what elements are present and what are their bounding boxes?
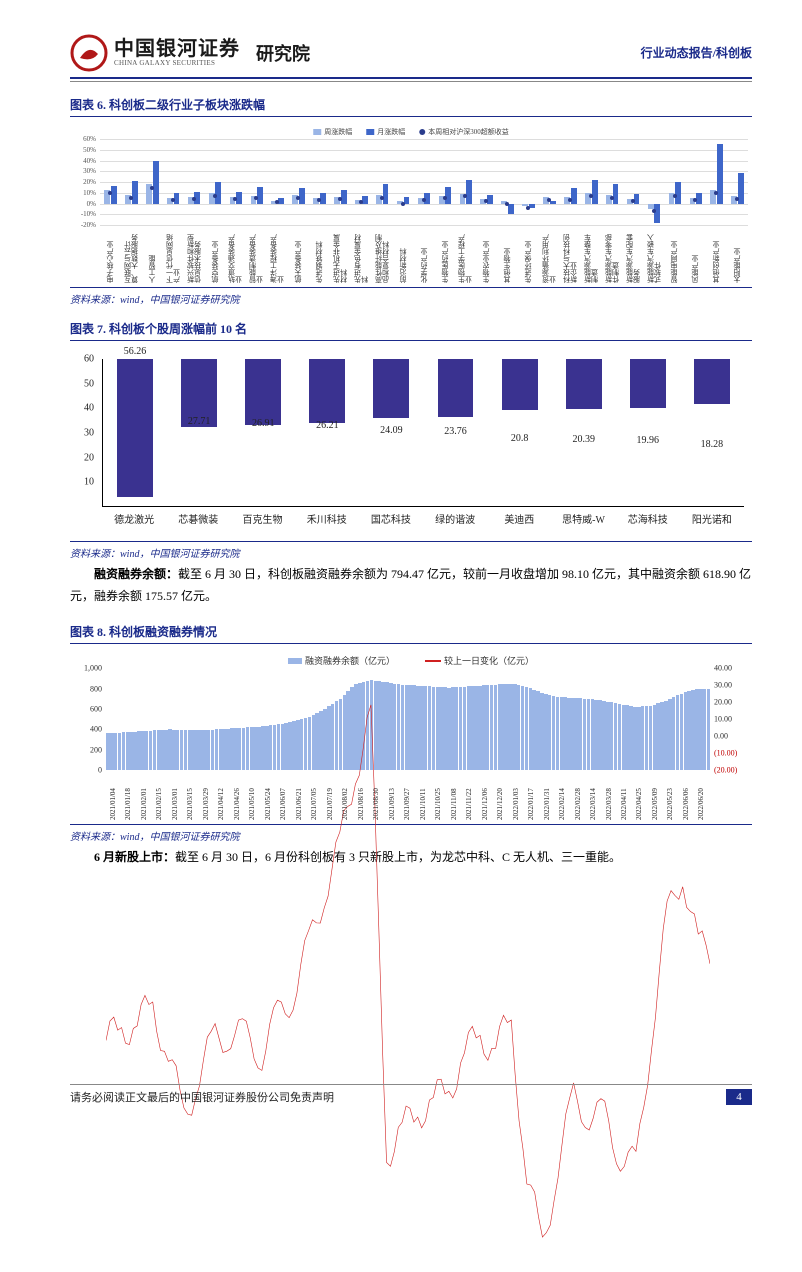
fig7-yaxis: 102030405060 (74, 359, 98, 507)
fig7-source: 资料来源：wind，中国银河证券研究院 (70, 542, 752, 560)
header-divider-thick (70, 77, 752, 79)
fig8-xaxis: 2021/01/042021/01/182021/02/012021/02/15… (106, 772, 710, 820)
fig6-yaxis: -20%-10%0%10%20%30%40%50%60% (70, 139, 98, 225)
fig8-yaxis-left: 02004006008001,000 (70, 668, 104, 770)
breadcrumb: 行业动态报告/科创板 (641, 44, 752, 61)
fig6-legend-1: 周涨跌幅 (324, 127, 352, 137)
body-text-1: 融资融券余额：截至 6 月 30 日，科创板融资融券余额为 794.47 亿元，… (70, 560, 752, 609)
galaxy-logo-icon (70, 34, 108, 72)
fig6-bars (100, 139, 748, 225)
fig6-legend: 周涨跌幅 月涨跌幅 本周相对沪深300超额收益 (313, 127, 509, 137)
fig8-line (106, 668, 710, 1272)
fig6-source: 资料来源：wind，中国银河证券研究院 (70, 288, 752, 306)
fig7-title: 图表 7. 科创板个股周涨幅前 10 名 (70, 320, 752, 341)
body1-lead: 融资融券余额： (94, 567, 178, 581)
fig7-bars: 56.2627.7126.9126.2124.0923.7620.820.391… (103, 359, 744, 506)
header-divider-thin (70, 81, 752, 82)
fig6-xaxis: 电子核心产业互联网与云计算、大数据服务人工智能下一代信息网络产业新兴软件和新型信… (100, 227, 748, 283)
fig6-chart: 周涨跌幅 月涨跌幅 本周相对沪深300超额收益 -20%-10%0%10%20%… (70, 123, 752, 288)
fig6-legend-3: 本周相对沪深300超额收益 (428, 127, 509, 137)
fig7-chart: 102030405060 56.2627.7126.9126.2124.0923… (70, 347, 752, 542)
page-header: 中国银河证券 CHINA GALAXY SECURITIES 研究院 行业动态报… (70, 30, 752, 75)
fig8-chart: 融资融券余额（亿元） 较上一日变化（亿元） 02004006008001,000… (70, 650, 752, 825)
fig8-legend: 融资融券余额（亿元） 较上一日变化（亿元） (288, 654, 534, 667)
page-footer: 请务必阅读正文最后的中国银河证券股份公司免责声明 4 (70, 1084, 752, 1105)
fig7-xaxis: 德龙激光芯碁微装百克生物禾川科技国芯科技绿的谐波美迪西思特威-W芯海科技阳光诺和 (102, 511, 744, 531)
company-name-en: CHINA GALAXY SECURITIES (114, 60, 240, 68)
fig6-title: 图表 6. 科创板二级行业子板块涨跌幅 (70, 96, 752, 117)
fig8-title: 图表 8. 科创板融资融券情况 (70, 623, 752, 644)
company-name-cn: 中国银河证券 (114, 38, 240, 60)
fig6-legend-2: 月涨跌幅 (377, 127, 405, 137)
fig8-yaxis-right: (20.00)(10.00)0.0010.0020.0030.0040.00 (712, 668, 752, 770)
fig8-legend-1: 融资融券余额（亿元） (305, 654, 395, 667)
company-logo: 中国银河证券 CHINA GALAXY SECURITIES 研究院 (70, 34, 310, 72)
department-name: 研究院 (256, 40, 310, 66)
footer-disclaimer: 请务必阅读正文最后的中国银河证券股份公司免责声明 (70, 1089, 334, 1105)
fig8-legend-2: 较上一日变化（亿元） (444, 654, 534, 667)
page-number: 4 (726, 1089, 752, 1105)
